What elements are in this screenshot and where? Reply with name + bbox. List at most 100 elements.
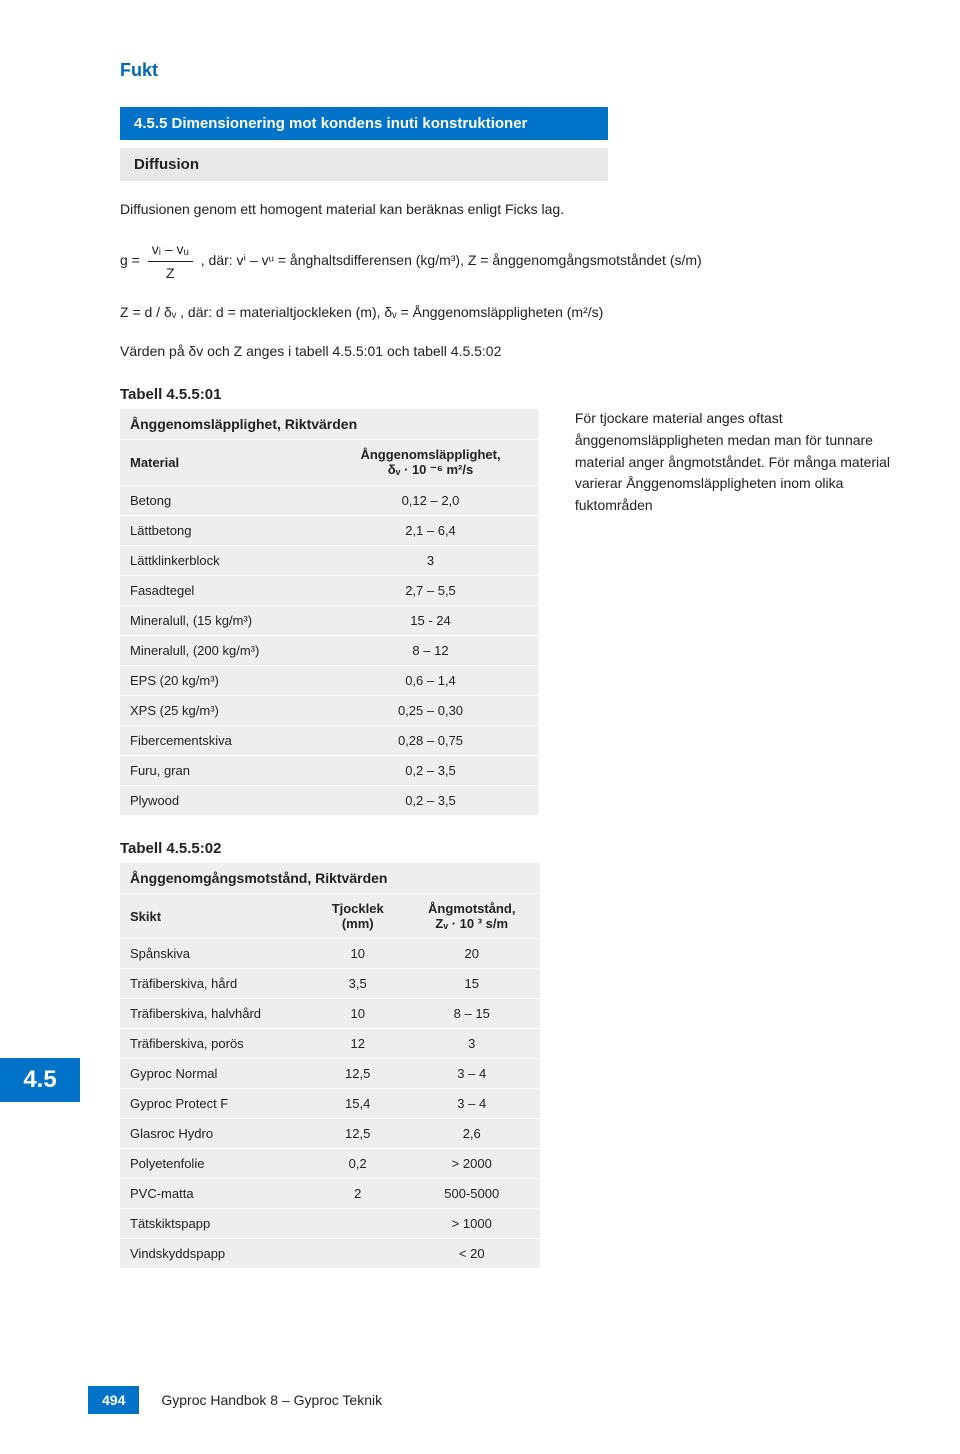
cell: 2,6	[403, 1119, 540, 1149]
table-row: Gyproc Protect F15,43 – 4	[120, 1089, 540, 1119]
cell: > 2000	[403, 1149, 540, 1179]
chapter-title: Fukt	[120, 60, 904, 81]
table-row: PVC-matta2500-5000	[120, 1179, 540, 1209]
cell: Träfiberskiva, halvhård	[120, 999, 312, 1029]
cell: Spånskiva	[120, 939, 312, 969]
cell: 0,25 – 0,30	[322, 696, 539, 726]
formula-2: Z = d / δᵥ , där: d = materialtjockleken…	[120, 302, 820, 323]
cell: EPS (20 kg/m³)	[120, 666, 322, 696]
cell: 20	[403, 939, 540, 969]
cell: 0,2 – 3,5	[322, 756, 539, 786]
cell: Glasroc Hydro	[120, 1119, 312, 1149]
cell: 12	[312, 1029, 404, 1059]
cell: 12,5	[312, 1119, 404, 1149]
table-row: Fibercementskiva0,28 – 0,75	[120, 726, 539, 756]
cell: 0,2	[312, 1149, 404, 1179]
cell: 500-5000	[403, 1179, 540, 1209]
table-row: Lättbetong2,1 – 6,4	[120, 516, 539, 546]
cell: 2,7 – 5,5	[322, 576, 539, 606]
table2-title: Ånggenomgångsmotstånd, Riktvärden	[120, 863, 540, 894]
formula-denominator: Z	[148, 262, 193, 284]
table-row: Furu, gran0,2 – 3,5	[120, 756, 539, 786]
cell: Lättklinkerblock	[120, 546, 322, 576]
cell: 15 - 24	[322, 606, 539, 636]
cell: 0,28 – 0,75	[322, 726, 539, 756]
cell: Polyetenfolie	[120, 1149, 312, 1179]
cell: 15	[403, 969, 540, 999]
table-row: EPS (20 kg/m³)0,6 – 1,4	[120, 666, 539, 696]
cell: 0,2 – 3,5	[322, 786, 539, 816]
cell: 3	[403, 1029, 540, 1059]
cell: Fibercementskiva	[120, 726, 322, 756]
table1-header-material: Material	[120, 440, 322, 486]
table2-caption: Tabell 4.5.5:02	[120, 840, 904, 857]
table-row: XPS (25 kg/m³)0,25 – 0,30	[120, 696, 539, 726]
cell: Furu, gran	[120, 756, 322, 786]
cell: Fasadtegel	[120, 576, 322, 606]
cell: 2,1 – 6,4	[322, 516, 539, 546]
cell: 0,12 – 2,0	[322, 486, 539, 516]
side-tab: 4.5	[0, 1058, 80, 1102]
cell: Tätskiktspapp	[120, 1209, 312, 1239]
subsection-bar: Diffusion	[120, 148, 608, 181]
formula-numerator: vᵢ – vᵤ	[148, 239, 193, 262]
table-1: Ånggenomsläpplighet, Riktvärden Material…	[120, 409, 539, 816]
cell: 0,6 – 1,4	[322, 666, 539, 696]
cell: 12,5	[312, 1059, 404, 1089]
cell: Träfiberskiva, hård	[120, 969, 312, 999]
table-row: Träfiberskiva, hård3,515	[120, 969, 540, 999]
cell: 3,5	[312, 969, 404, 999]
table-row: Fasadtegel2,7 – 5,5	[120, 576, 539, 606]
cell: Betong	[120, 486, 322, 516]
table-row: Tätskiktspapp > 1000	[120, 1209, 540, 1239]
cell: 2	[312, 1179, 404, 1209]
table-row: Mineralull, (200 kg/m³)8 – 12	[120, 636, 539, 666]
cell: Vindskyddspapp	[120, 1239, 312, 1269]
table-row: Betong0,12 – 2,0	[120, 486, 539, 516]
cell: 8 – 15	[403, 999, 540, 1029]
cell: Träfiberskiva, porös	[120, 1029, 312, 1059]
table-row: Lättklinkerblock3	[120, 546, 539, 576]
footer-text: Gyproc Handbok 8 – Gyproc Teknik	[161, 1392, 382, 1408]
cell: XPS (25 kg/m³)	[120, 696, 322, 726]
cell: < 20	[403, 1239, 540, 1269]
cell: Lättbetong	[120, 516, 322, 546]
side-paragraph: För tjockare material anges oftast ångge…	[575, 408, 904, 516]
cell: Mineralull, (200 kg/m³)	[120, 636, 322, 666]
cell	[312, 1239, 404, 1269]
page-footer: 494 Gyproc Handbok 8 – Gyproc Teknik	[88, 1386, 382, 1414]
cell: PVC-matta	[120, 1179, 312, 1209]
cell: 8 – 12	[322, 636, 539, 666]
values-line: Värden på δv och Z anges i tabell 4.5.5:…	[120, 341, 600, 363]
cell: > 1000	[403, 1209, 540, 1239]
table-row: Gyproc Normal12,53 – 4	[120, 1059, 540, 1089]
table2-header-skikt: Skikt	[120, 894, 312, 939]
cell: 10	[312, 999, 404, 1029]
cell: 10	[312, 939, 404, 969]
table-row: Vindskyddspapp < 20	[120, 1239, 540, 1269]
table1-caption: Tabell 4.5.5:01	[120, 386, 539, 403]
table1-title: Ånggenomsläpplighet, Riktvärden	[120, 409, 539, 440]
cell	[312, 1209, 404, 1239]
table-row: Träfiberskiva, porös123	[120, 1029, 540, 1059]
table-row: Glasroc Hydro12,52,6	[120, 1119, 540, 1149]
table-row: Träfiberskiva, halvhård108 – 15	[120, 999, 540, 1029]
table2-header-resistance: Ångmotstånd,Zᵥ · 10 ³ s/m	[403, 894, 540, 939]
page-number: 494	[88, 1386, 139, 1414]
table-row: Spånskiva1020	[120, 939, 540, 969]
table-2: Ånggenomgångsmotstånd, Riktvärden Skikt …	[120, 863, 540, 1269]
intro-paragraph: Diffusionen genom ett homogent material …	[120, 199, 600, 221]
formula-1: g = vᵢ – vᵤ Z , där: vⁱ – vᵘ = ånghaltsd…	[120, 239, 820, 284]
section-bar: 4.5.5 Dimensionering mot kondens inuti k…	[120, 107, 608, 140]
cell: 3	[322, 546, 539, 576]
cell: Gyproc Normal	[120, 1059, 312, 1089]
table-row: Mineralull, (15 kg/m³)15 - 24	[120, 606, 539, 636]
table-row: Polyetenfolie0,2> 2000	[120, 1149, 540, 1179]
table-row: Plywood0,2 – 3,5	[120, 786, 539, 816]
cell: 3 – 4	[403, 1059, 540, 1089]
cell: 15,4	[312, 1089, 404, 1119]
table2-header-thickness: Tjocklek(mm)	[312, 894, 404, 939]
formula-tail: , där: vⁱ – vᵘ = ånghaltsdifferensen (kg…	[201, 252, 702, 268]
cell: Gyproc Protect F	[120, 1089, 312, 1119]
cell: 3 – 4	[403, 1089, 540, 1119]
